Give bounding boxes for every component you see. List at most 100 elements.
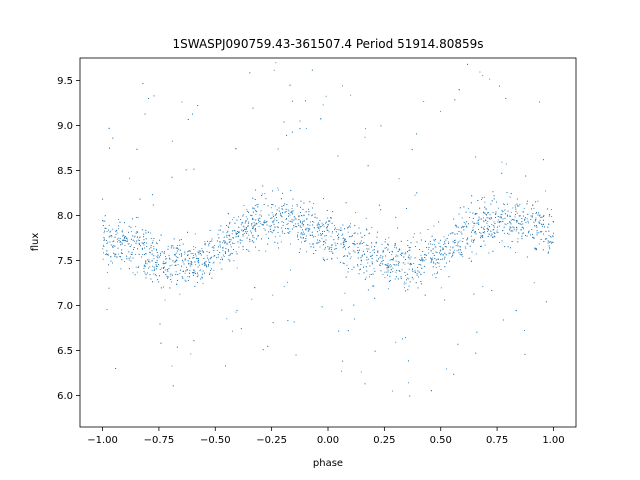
scatter-point	[432, 257, 434, 259]
scatter-point	[499, 216, 501, 218]
scatter-point	[138, 240, 140, 241]
scatter-point	[444, 243, 446, 245]
scatter-point	[465, 223, 467, 225]
scatter-point	[165, 258, 167, 260]
scatter-point	[414, 233, 415, 235]
scatter-point	[354, 225, 356, 227]
scatter-point	[456, 250, 458, 252]
scatter-point	[162, 267, 164, 268]
scatter-point	[387, 249, 389, 251]
scatter-point	[424, 254, 425, 256]
scatter-point	[245, 227, 247, 229]
scatter-point	[222, 231, 224, 233]
scatter-point	[472, 241, 474, 243]
scatter-point	[535, 201, 537, 203]
scatter-point	[213, 255, 215, 257]
scatter-point	[301, 229, 303, 231]
scatter-point	[435, 263, 437, 265]
scatter-point	[323, 198, 324, 200]
scatter-point	[470, 202, 472, 204]
scatter-point	[167, 276, 169, 278]
scatter-point	[118, 253, 120, 255]
scatter-point	[114, 255, 116, 257]
scatter-point	[406, 273, 408, 275]
scatter-point	[455, 225, 457, 227]
scatter-point	[509, 221, 511, 223]
scatter-point	[219, 242, 221, 244]
scatter-point	[176, 250, 178, 252]
scatter-point	[156, 262, 158, 264]
y-tick-label: 8.0	[57, 211, 73, 222]
scatter-point	[430, 260, 432, 262]
scatter-point	[158, 256, 160, 258]
scatter-point	[436, 252, 438, 253]
scatter-point	[395, 271, 397, 273]
scatter-point	[478, 223, 480, 225]
scatter-point	[285, 211, 287, 213]
scatter-point	[278, 189, 280, 191]
scatter-point	[187, 254, 189, 256]
scatter-point	[240, 219, 242, 221]
scatter-point	[213, 247, 215, 249]
scatter-point	[288, 220, 290, 222]
scatter-point	[133, 248, 134, 250]
scatter-point	[252, 197, 254, 199]
scatter-point	[201, 276, 203, 278]
scatter-point	[228, 235, 230, 237]
scatter-point	[326, 210, 328, 211]
scatter-point	[312, 224, 314, 226]
scatter-point	[209, 229, 211, 231]
scatter-point	[388, 237, 390, 239]
scatter-point	[365, 266, 367, 268]
scatter-point	[488, 252, 490, 254]
y-tick-label: 9.5	[57, 76, 73, 87]
scatter-point	[333, 239, 335, 241]
scatter-point	[150, 278, 152, 280]
scatter-point	[443, 244, 445, 246]
scatter-point	[448, 234, 449, 236]
scatter-point	[221, 256, 223, 258]
scatter-point	[514, 204, 516, 206]
scatter-point	[318, 239, 320, 241]
scatter-point	[204, 244, 206, 246]
scatter-point	[192, 272, 194, 274]
scatter-point	[273, 216, 274, 217]
scatter-point	[137, 217, 139, 219]
scatter-point	[245, 220, 247, 222]
scatter-point	[209, 242, 211, 244]
scatter-point	[114, 236, 116, 238]
scatter-point	[153, 246, 155, 248]
scatter-point	[250, 214, 252, 216]
scatter-point	[145, 238, 147, 240]
scatter-point	[173, 261, 175, 263]
scatter-point	[542, 249, 544, 251]
scatter-point	[240, 224, 242, 226]
scatter-point	[428, 252, 429, 254]
scatter-point	[227, 213, 229, 215]
scatter-point	[458, 89, 460, 91]
scatter-point	[135, 226, 137, 228]
scatter-point	[119, 221, 121, 223]
scatter-point	[143, 267, 145, 269]
scatter-point	[548, 245, 550, 247]
scatter-point	[193, 246, 194, 248]
scatter-point	[401, 254, 402, 256]
scatter-point	[534, 220, 536, 222]
scatter-point	[363, 272, 365, 274]
scatter-point	[281, 230, 283, 232]
scatter-point	[116, 232, 118, 234]
scatter-point	[367, 245, 369, 246]
scatter-point	[395, 247, 397, 249]
scatter-point	[510, 227, 512, 229]
scatter-point	[461, 217, 463, 219]
scatter-point	[302, 225, 304, 227]
scatter-point	[168, 255, 170, 257]
scatter-point	[182, 243, 184, 245]
scatter-point	[263, 222, 265, 224]
scatter-point	[475, 156, 477, 158]
scatter-point	[492, 229, 494, 231]
scatter-point	[213, 250, 215, 251]
scatter-point	[509, 226, 511, 228]
scatter-point	[191, 264, 193, 266]
scatter-point	[382, 255, 384, 257]
